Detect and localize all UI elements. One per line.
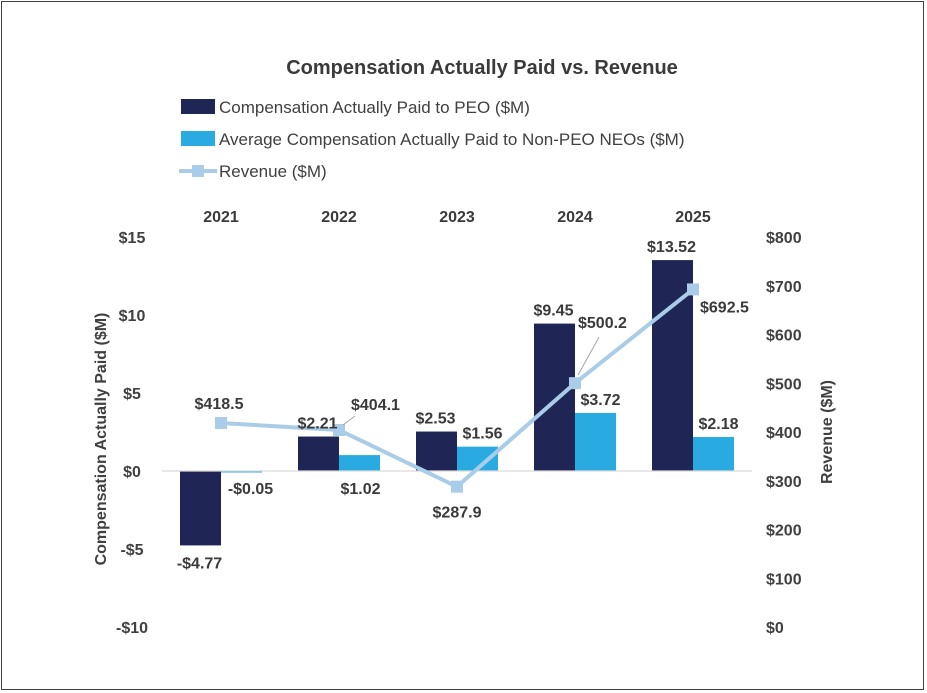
y-right-axis: $800 $700 $600 $500 $400 $300 $200 $100 $0 — [766, 230, 802, 637]
y-right-axis-title: Revenue ($M) — [819, 380, 836, 484]
data-label-revenue: $287.9 — [433, 505, 482, 522]
bar-peo — [652, 260, 693, 471]
legend-label-peo: Compensation Actually Paid to PEO ($M) — [219, 98, 530, 117]
legend-swatch-peo — [181, 99, 215, 114]
bar-peo — [534, 323, 575, 471]
revenue-marker — [451, 480, 463, 493]
bars — [180, 260, 734, 546]
y-right-tick-label: $500 — [766, 376, 802, 393]
data-label-peo: $2.21 — [297, 416, 337, 433]
data-label-revenue: $500.2 — [578, 315, 627, 332]
data-label-neo: -$0.05 — [228, 481, 273, 498]
revenue-marker — [687, 283, 699, 296]
x-category-label: 2024 — [557, 209, 593, 226]
legend-label-neo: Average Compensation Actually Paid to No… — [219, 130, 685, 149]
leader-line — [342, 415, 356, 426]
y-left-tick-label: $10 — [119, 308, 146, 325]
chart-title: Compensation Actually Paid vs. Revenue — [286, 57, 678, 79]
data-labels: -$4.77 $2.21 $2.53 $9.45 $13.52 -$0.05 $1.02 $1… — [177, 239, 749, 572]
y-left-tick-label: $15 — [119, 230, 146, 247]
legend-label-revenue: Revenue ($M) — [219, 162, 327, 181]
y-right-tick-label: $0 — [766, 620, 784, 637]
data-label-neo: $2.18 — [698, 416, 738, 433]
y-left-tick-label: $0 — [123, 464, 141, 481]
y-left-axis-title: Compensation Actually Paid ($M) — [93, 313, 110, 566]
x-axis: 2021 2022 2023 2024 2025 — [203, 209, 711, 226]
revenue-marker — [215, 416, 227, 429]
data-label-revenue: $418.5 — [195, 396, 244, 413]
revenue-marker — [333, 424, 345, 437]
x-category-label: 2021 — [203, 209, 239, 226]
x-category-label: 2023 — [439, 209, 475, 226]
y-right-tick-label: $600 — [766, 328, 802, 345]
bar-peo — [298, 436, 339, 471]
x-category-label: 2022 — [321, 209, 357, 226]
data-label-neo: $1.56 — [462, 426, 502, 443]
y-left-tick-label: -$10 — [116, 620, 148, 637]
legend-swatch-neo — [181, 131, 215, 146]
legend-marker-revenue — [192, 165, 204, 177]
data-label-revenue: $692.5 — [700, 299, 749, 316]
bar-peo — [416, 431, 457, 471]
revenue-marker — [569, 377, 581, 390]
x-category-label: 2025 — [675, 209, 711, 226]
data-label-peo: -$4.77 — [177, 555, 222, 572]
data-label-neo: $1.02 — [340, 481, 380, 498]
bar-neo — [221, 471, 262, 473]
y-right-tick-label: $700 — [766, 279, 802, 296]
y-left-tick-label: -$5 — [120, 542, 143, 559]
y-right-tick-label: $100 — [766, 571, 802, 588]
bar-neo — [575, 412, 616, 471]
legend: Compensation Actually Paid to PEO ($M) A… — [179, 98, 685, 181]
bar-neo — [339, 455, 380, 471]
data-label-revenue: $404.1 — [351, 397, 400, 414]
leader-line — [577, 336, 600, 376]
y-right-tick-label: $400 — [766, 425, 802, 442]
y-right-tick-label: $300 — [766, 474, 802, 491]
y-left-tick-label: $5 — [123, 386, 141, 403]
revenue-line — [215, 283, 699, 493]
data-label-peo: $13.52 — [647, 239, 696, 256]
bar-peo — [180, 471, 221, 546]
data-label-neo: $3.72 — [580, 392, 620, 409]
bar-neo — [693, 436, 734, 471]
y-right-tick-label: $800 — [766, 230, 802, 247]
data-label-peo: $9.45 — [533, 303, 573, 320]
y-right-tick-label: $200 — [766, 523, 802, 540]
y-left-axis: $15 $10 $5 $0 -$5 -$10 — [116, 230, 148, 637]
data-label-peo: $2.53 — [415, 411, 455, 428]
